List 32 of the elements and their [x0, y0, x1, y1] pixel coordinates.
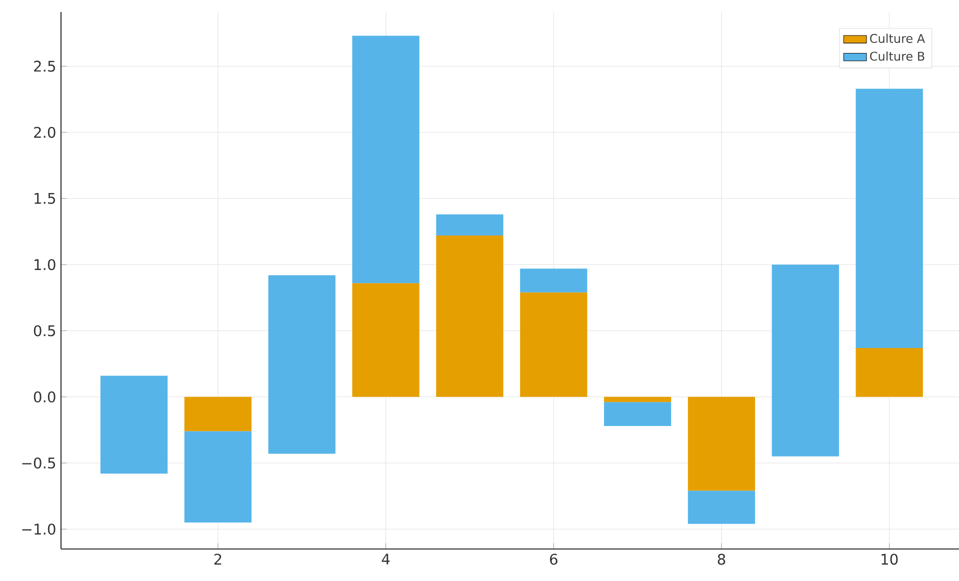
legend-label: Culture A: [870, 34, 925, 43]
bar: [520, 292, 588, 397]
bar: [604, 402, 672, 426]
bar: [604, 396, 672, 402]
bar: [856, 88, 923, 348]
y-tick-label: −0.5: [22, 457, 56, 469]
bar: [772, 264, 839, 456]
legend-label: Culture B: [870, 51, 924, 61]
bar: [352, 283, 420, 397]
bar: [688, 490, 756, 524]
x-tick-label: 2: [214, 554, 222, 565]
bar: [184, 431, 252, 523]
bar: [688, 396, 756, 491]
bar: [436, 214, 504, 236]
y-tick-label: 1.5: [34, 193, 56, 204]
y-tick-label: 0.0: [34, 391, 56, 402]
x-tick-label: 8: [718, 554, 726, 565]
bar: [268, 275, 336, 454]
y-tick-label: 1.0: [34, 259, 56, 270]
bar: [100, 376, 168, 474]
y-tick-label: 2.0: [34, 126, 56, 138]
x-tick-label: 6: [550, 554, 558, 565]
x-tick-label: 4: [382, 554, 390, 564]
bar: [856, 348, 923, 397]
y-tick-label: 0.5: [34, 325, 56, 336]
y-tick-label: −1.0: [22, 524, 56, 535]
y-tick-label: 2.5: [34, 60, 56, 72]
bar: [436, 236, 504, 397]
bar: [352, 36, 420, 284]
bar: [184, 396, 252, 432]
bar: [520, 268, 588, 292]
x-tick-label: 10: [882, 554, 898, 565]
